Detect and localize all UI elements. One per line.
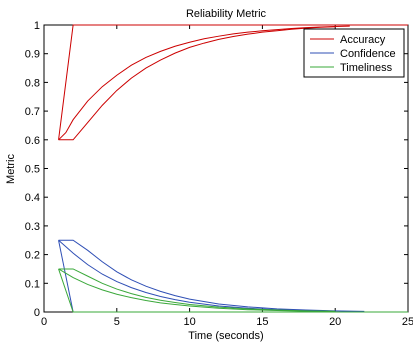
y-tick-label: 0.9	[25, 49, 40, 61]
accuracy-line-1	[58, 24, 408, 140]
chart-title: Reliability Metric	[186, 8, 267, 20]
y-tick-label: 0.1	[25, 278, 40, 290]
accuracy-line-2	[58, 25, 350, 141]
y-axis-label: Metric	[5, 154, 17, 184]
accuracy-line-3	[58, 26, 336, 141]
timeliness-line-3	[58, 268, 336, 312]
y-tick-label: 0.5	[25, 164, 40, 176]
y-tick-label: 0.4	[25, 192, 40, 204]
x-tick-label: 15	[256, 316, 268, 328]
legend-label-timeliness: Timeliness	[340, 62, 393, 74]
x-tick-label: 5	[114, 316, 120, 328]
y-tick-label: 0.3	[25, 221, 40, 233]
timeliness-line-2	[58, 268, 336, 312]
y-tick-label: 1	[34, 20, 40, 32]
x-axis-label: Time (seconds)	[188, 330, 263, 342]
x-tick-label: 25	[402, 316, 413, 328]
timeliness-line-1	[58, 268, 408, 313]
x-tick-label: 0	[41, 316, 47, 328]
y-tick-label: 0.6	[25, 135, 40, 147]
x-tick-label: 20	[329, 316, 341, 328]
legend: Accuracy Confidence Timeliness	[303, 28, 405, 78]
legend-label-confidence: Confidence	[340, 48, 396, 60]
y-tick-label: 0.8	[25, 77, 40, 89]
y-tick-label: 0.2	[25, 250, 40, 262]
confidence-line-2	[58, 239, 365, 312]
confidence-line-1	[58, 240, 74, 313]
y-tick-label: 0.7	[25, 106, 40, 118]
legend-label-accuracy: Accuracy	[340, 34, 386, 46]
y-tick-label: 0	[34, 307, 40, 319]
x-tick-label: 10	[183, 316, 195, 328]
